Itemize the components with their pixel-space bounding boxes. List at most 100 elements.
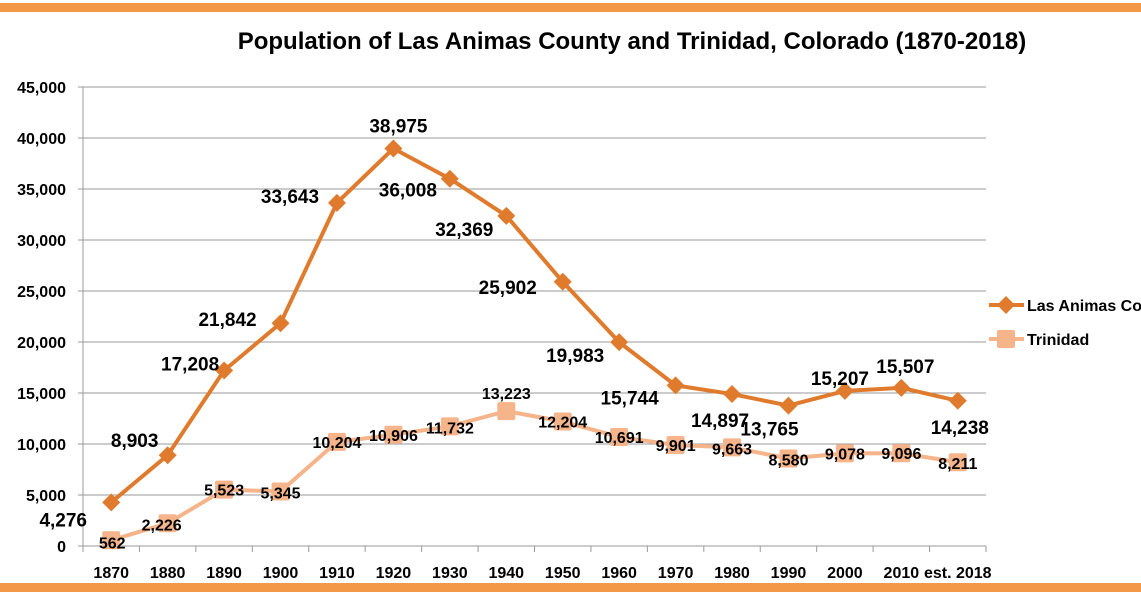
data-point-square: [553, 412, 572, 431]
data-point-square: [215, 480, 234, 499]
data-point-diamond: [610, 333, 629, 352]
data-label: 562: [99, 535, 126, 552]
data-point-diamond: [215, 361, 234, 380]
data-point-square: [440, 417, 459, 436]
top-border-band: [0, 3, 1141, 12]
data-label: 10,204: [313, 435, 362, 452]
chart-title: Population of Las Animas County and Trin…: [238, 28, 1027, 55]
data-point-square: [327, 432, 346, 451]
data-label: 8,903: [111, 431, 159, 452]
y-tick-label: 25,000: [17, 284, 66, 301]
data-point-square: [384, 425, 403, 444]
y-tick-label: 20,000: [17, 335, 66, 352]
data-point-diamond: [384, 139, 403, 158]
y-tick-label: 10,000: [17, 437, 66, 454]
data-point-diamond: [102, 493, 121, 512]
data-point-diamond: [723, 385, 742, 404]
x-tick-label: 2000: [827, 565, 863, 582]
data-label: 12,204: [538, 415, 587, 432]
x-tick-label: 1950: [545, 565, 581, 582]
y-tick-label: 5,000: [26, 488, 66, 505]
y-tick-label: 0: [57, 539, 66, 556]
data-point-diamond: [835, 381, 854, 400]
y-tick-label: 30,000: [17, 233, 66, 250]
data-label: 13,765: [740, 420, 799, 441]
data-label: 21,842: [198, 310, 256, 331]
legend-label: Las Animas County: [1027, 298, 1141, 315]
data-label: 9,663: [712, 441, 752, 458]
data-label: 13,223: [482, 386, 531, 403]
data-point-square: [948, 453, 967, 472]
data-point-square: [610, 427, 629, 446]
series-line-las-animas: [109, 146, 959, 504]
x-tick-label: 1970: [658, 565, 694, 582]
data-point-diamond: [327, 193, 346, 212]
data-point-diamond: [440, 169, 459, 188]
bottom-border-band: [0, 583, 1141, 592]
data-point-diamond: [892, 378, 911, 397]
x-tick-label: 1920: [376, 565, 412, 582]
data-label: 9,078: [825, 446, 865, 463]
data-point-square: [779, 449, 798, 468]
x-tick-label: 1910: [319, 565, 355, 582]
data-point-diamond: [553, 272, 572, 291]
data-point-square: [497, 402, 516, 421]
data-label: 9,901: [656, 438, 696, 455]
legend-diamond-icon: [997, 296, 1015, 314]
data-point-square: [102, 531, 121, 550]
data-point-square: [158, 514, 177, 533]
data-label: 5,523: [204, 483, 244, 500]
x-tick-label: 1960: [601, 565, 637, 582]
data-label: 2,226: [142, 517, 182, 534]
x-tick-label: 2010: [884, 565, 920, 582]
data-label: 15,507: [876, 357, 934, 378]
legend-square-icon: [997, 330, 1015, 348]
x-tick-label: est. 2018: [924, 565, 992, 582]
data-point-square: [723, 438, 742, 457]
data-point-square: [835, 444, 854, 463]
data-label: 8,580: [768, 452, 808, 469]
data-label: 15,744: [601, 388, 660, 409]
data-label: 17,208: [161, 354, 219, 375]
data-label: 25,902: [479, 278, 537, 299]
y-tick-label: 15,000: [17, 386, 66, 403]
x-tick-label: 1890: [206, 565, 242, 582]
data-label: 14,897: [691, 411, 749, 432]
data-point-square: [892, 444, 911, 463]
data-point-diamond: [666, 376, 685, 395]
data-label: 11,732: [426, 420, 474, 437]
data-label: 10,691: [595, 430, 644, 447]
data-point-diamond: [271, 314, 290, 333]
data-label: 10,906: [369, 428, 418, 445]
y-tick-label: 45,000: [17, 80, 66, 97]
data-label: 33,643: [261, 187, 319, 208]
x-tick-label: 1940: [488, 565, 524, 582]
data-label: 32,369: [435, 220, 493, 241]
x-tick-label: 1900: [263, 565, 299, 582]
data-point-diamond: [497, 206, 516, 225]
data-point-square: [271, 482, 290, 501]
data-label: 5,345: [261, 485, 301, 502]
data-label: 15,207: [811, 369, 869, 390]
data-point-diamond: [779, 396, 798, 415]
legend: Las Animas County Trinidad: [989, 296, 1141, 349]
data-label: 38,975: [369, 116, 428, 137]
legend-label: Trinidad: [1027, 332, 1089, 349]
data-label: 8,211: [938, 456, 977, 473]
series-line-trinidad: [110, 409, 959, 543]
data-label: 14,238: [931, 418, 989, 439]
y-tick-label: 35,000: [17, 182, 66, 199]
x-tick-label: 1870: [93, 565, 129, 582]
x-tick-label: 1980: [714, 565, 750, 582]
x-tick-label: 1880: [150, 565, 186, 582]
data-label: 36,008: [379, 181, 437, 202]
x-tick-label: 1930: [432, 565, 468, 582]
data-point-diamond: [158, 446, 177, 465]
data-label: 19,983: [546, 346, 604, 367]
data-point-diamond: [948, 391, 967, 410]
data-label: 4,276: [39, 510, 87, 531]
data-point-square: [666, 436, 685, 455]
x-tick-label: 1990: [771, 565, 807, 582]
y-tick-label: 40,000: [17, 131, 66, 148]
